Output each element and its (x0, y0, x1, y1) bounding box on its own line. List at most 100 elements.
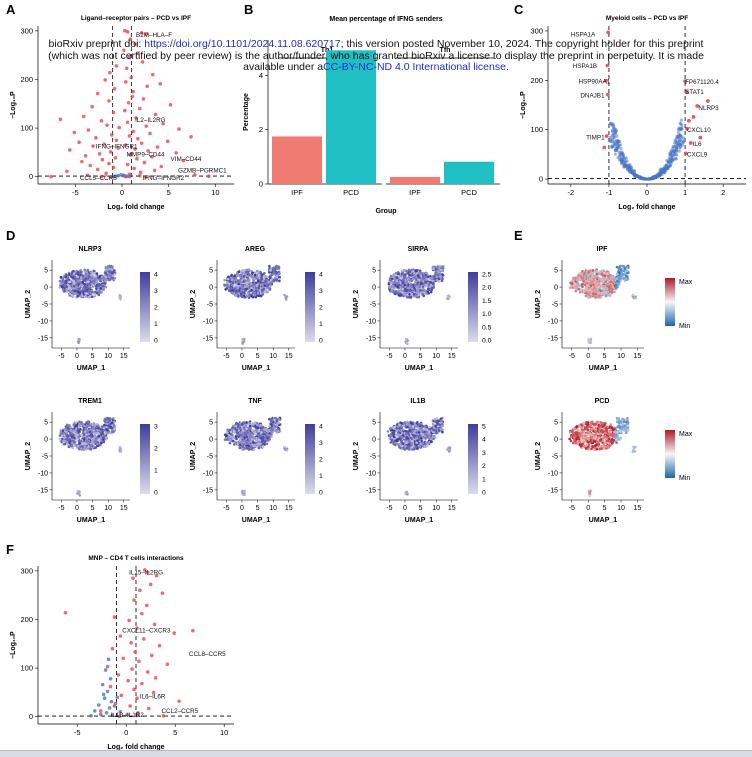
umap-cell (278, 417, 281, 420)
umap-cell (82, 288, 85, 291)
umap-cell (438, 280, 441, 283)
umap-cell (431, 287, 434, 290)
sig-point (606, 31, 610, 35)
umap-cell (230, 436, 233, 439)
y-tick-label: 0 (372, 437, 376, 444)
umap-cell (73, 272, 76, 275)
umap-cell (413, 293, 416, 296)
gene-label: IL1B–IL1R2 (111, 712, 145, 719)
umap-cell (269, 276, 272, 279)
umap-cell (111, 422, 114, 425)
sig-point (140, 612, 144, 616)
umap-cell (405, 282, 408, 285)
umap-cell (424, 445, 427, 448)
x-tick-label: 1 (683, 188, 687, 197)
umap-cell (434, 425, 437, 428)
umap-cell (240, 289, 243, 292)
umap-cell (275, 279, 278, 282)
umap-cell (106, 266, 109, 269)
nonsig-point (678, 145, 681, 148)
sig-point (112, 111, 116, 115)
sig-point (65, 170, 69, 174)
y-axis-label: UMAP_2 (353, 442, 360, 471)
sig-point (140, 682, 144, 686)
x-tick-label: 0 (120, 188, 124, 197)
x-tick-label: 5 (256, 353, 260, 360)
umap-cell (268, 438, 271, 441)
sig-point (114, 702, 118, 706)
umap-cell (396, 286, 399, 289)
umap-cell (238, 447, 241, 450)
y-tick-label: 5 (209, 420, 213, 427)
umap-cell (233, 430, 236, 433)
umap-cell (448, 447, 450, 449)
sig-point (111, 647, 115, 651)
umap-cell (113, 425, 116, 428)
umap-cell (425, 272, 428, 275)
sig-point (88, 164, 92, 168)
sig-point (692, 115, 696, 119)
umap-cell (59, 282, 62, 285)
umap-cell (415, 269, 418, 272)
legend-label: 1.5 (482, 298, 492, 305)
sig-point (127, 101, 131, 105)
legend-label: 3 (154, 424, 158, 431)
umap-cell (225, 434, 228, 437)
umap-cell (79, 273, 82, 276)
umap-cell (440, 421, 443, 424)
sig-point (107, 162, 111, 166)
nonsig-point (615, 135, 618, 138)
umap-cell (401, 447, 404, 450)
sig-point (126, 679, 130, 683)
umap-cell (59, 438, 62, 441)
umap-cell (67, 425, 70, 428)
sig-point (94, 136, 98, 140)
umap-cell (400, 445, 403, 448)
x-tick-label: PCD (461, 188, 477, 197)
sig-point (138, 107, 142, 111)
umap-cell (98, 439, 101, 442)
umap-cell (71, 447, 74, 450)
umap-cell (428, 437, 431, 440)
umap-cell (416, 434, 419, 437)
umap-cell (406, 292, 409, 295)
gene-label: IL6–IL6R (140, 693, 166, 700)
sig-point (114, 156, 118, 160)
y-tick-label: 0 (209, 437, 213, 444)
umap-cell (409, 424, 412, 427)
umap-cell (87, 421, 90, 424)
umap-cell (102, 437, 105, 440)
umap-cell (106, 429, 109, 432)
y-tick-label: 300 (530, 26, 543, 35)
umap-cell (262, 446, 265, 449)
x-tick-label: 15 (285, 353, 293, 360)
umap-cell (242, 284, 245, 287)
y-tick-label: -10 (38, 318, 48, 325)
y-tick-label: -10 (548, 318, 558, 325)
umap-cell (64, 284, 67, 287)
umap-cell (446, 298, 448, 300)
umap-cell (416, 447, 419, 450)
umap-cell (262, 280, 265, 283)
sig-point (107, 99, 111, 103)
umap-cell (77, 490, 79, 492)
legend-label: 0 (482, 490, 486, 497)
y-tick-label: 200 (20, 75, 33, 84)
x-tick-label: IPF (291, 188, 303, 197)
umap-cell (251, 447, 254, 450)
umap-cell (83, 283, 86, 286)
legend-label: 0 (154, 338, 158, 345)
umap-cell (263, 272, 266, 275)
sig-point (169, 103, 173, 107)
umap-cell (393, 431, 396, 434)
umap-cell (260, 274, 263, 277)
x-tick-label: 15 (120, 505, 128, 512)
umap-cell (406, 289, 409, 292)
umap-cell (260, 424, 263, 427)
umap-cell (63, 432, 66, 435)
umap-cell (79, 271, 82, 274)
umap-cell (407, 445, 410, 448)
umap-cell (103, 419, 106, 422)
